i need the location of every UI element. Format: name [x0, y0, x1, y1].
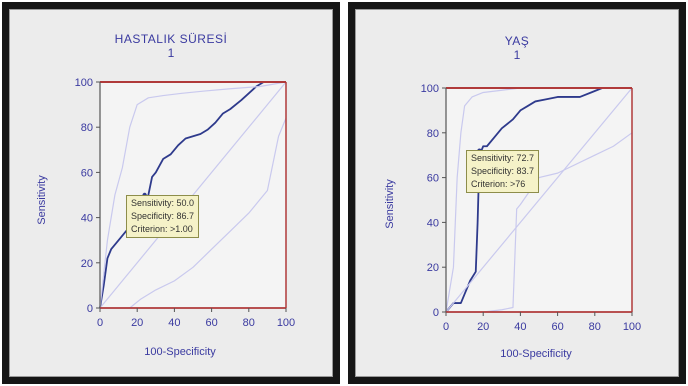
callout-sensitivity: Sensitivity: 72.7: [471, 153, 535, 163]
x-tick-label: 20: [131, 317, 143, 329]
x-tick-label: 100: [277, 317, 295, 329]
y-tick-label: 40: [81, 213, 93, 225]
y-tick-label: 60: [427, 173, 439, 185]
chart-title: HASTALIK SÜRESİ: [114, 32, 228, 46]
x-tick-label: 80: [243, 317, 255, 329]
chart-subtitle: 1: [167, 46, 175, 60]
x-tick-label: 0: [443, 321, 449, 333]
x-tick-label: 100: [623, 321, 641, 333]
criterion-callout: Sensitivity: 72.7 Specificity: 83.7 Crit…: [466, 150, 540, 193]
series-roc: [99, 81, 286, 309]
callout-specificity: Specificity: 86.7: [131, 211, 195, 221]
callout-specificity: Specificity: 83.7: [471, 166, 535, 176]
roc-plot-right: 00 20 20 40 40 60 60 80 80 100 100: [421, 83, 642, 333]
y-axis-label: Sensitivity: [384, 179, 396, 229]
chart-title: YAŞ: [504, 34, 530, 48]
callout-criterion: Criterion: >1.00: [131, 224, 193, 234]
chart-panel-right: YAŞ 1 0 0 20 20 40 40 60 60 80 80 100 100 100-Speci…: [348, 2, 686, 384]
y-tick-label: 20: [427, 262, 439, 274]
y-tick-label: 0: [87, 303, 93, 315]
y-tick-label: 80: [81, 122, 93, 134]
y-tick-label: 100: [421, 83, 439, 95]
chart-panel-left-inner: HASTALIK SÜRESİ 1 0 0 20 20 40 40 60 60 80 80 100 1…: [9, 9, 333, 377]
x-tick-label: 40: [168, 317, 180, 329]
y-tick-label: 40: [427, 217, 439, 229]
y-tick-label: 80: [427, 128, 439, 140]
series-ci-upper: [99, 81, 287, 309]
chart-subtitle: 1: [513, 48, 521, 62]
callout-sensitivity: Sensitivity: 50.0: [131, 198, 195, 208]
x-tick-label: 40: [514, 321, 526, 333]
chart-panel-right-inner: YAŞ 1 0 0 20 20 40 40 60 60 80 80 100 100 100-Speci…: [355, 9, 679, 377]
y-tick-label: 100: [75, 77, 93, 89]
x-tick-label: 60: [205, 317, 217, 329]
x-tick-label: 20: [477, 321, 489, 333]
callout-criterion: Criterion: >76: [471, 179, 526, 189]
series-diagonal: [445, 87, 633, 313]
series-ci-lower: [446, 132, 633, 313]
y-tick-label: 0: [433, 307, 439, 319]
x-tick-label: 0: [97, 317, 103, 329]
x-tick-label: 60: [551, 321, 563, 333]
y-tick-label: 60: [81, 167, 93, 179]
criterion-callout: Sensitivity: 50.0 Specificity: 86.7 Crit…: [126, 195, 200, 238]
series-roc: [445, 87, 632, 313]
y-tick-label: 20: [81, 258, 93, 270]
roc-plot-left: 00 20 20 40 40 60 60 80 80 100 100: [75, 77, 296, 329]
x-axis-label: 100-Specificity: [144, 346, 216, 358]
x-axis-label: 100-Specificity: [500, 348, 572, 360]
chart-panel-left: HASTALIK SÜRESİ 1 0 0 20 20 40 40 60 60 80 80 100 1…: [2, 2, 340, 384]
y-axis-label: Sensitivity: [36, 175, 48, 225]
x-tick-label: 80: [589, 321, 601, 333]
series-ci-lower: [100, 117, 287, 309]
